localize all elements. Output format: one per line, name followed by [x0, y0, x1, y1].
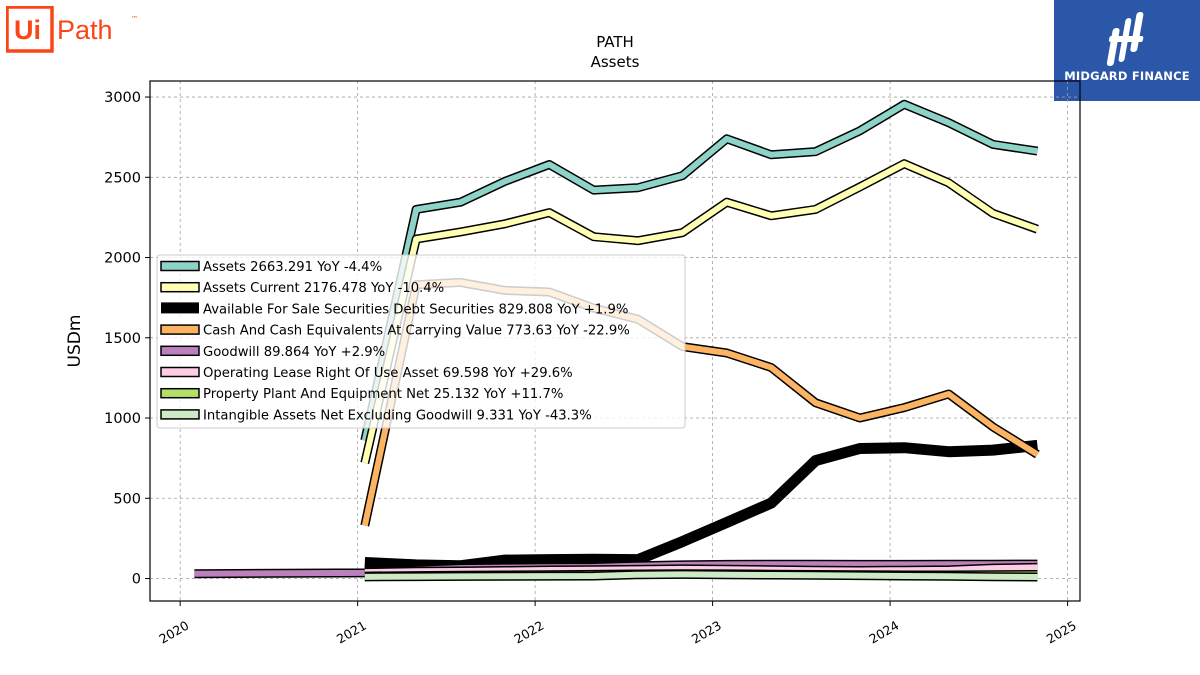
series-line-available-for-sale-securities-debt-securities — [364, 439, 1038, 572]
x-tick-label: 2021 — [334, 618, 369, 647]
legend-label-cash-and-cash-equivalents-at-carrying-value: Cash And Cash Equivalents At Carrying Va… — [203, 324, 630, 339]
legend-label-intangible-assets-net-excluding-goodwill: Intangible Assets Net Excluding Goodwill… — [203, 408, 592, 423]
uipath-logo: Ui Path ™ — [5, 5, 146, 58]
legend-label-available-for-sale-securities-debt-securities: Available For Sale Securities Debt Secur… — [203, 302, 628, 317]
y-tick-label: 0 — [132, 572, 141, 588]
x-tick-label: 2023 — [689, 618, 724, 647]
uipath-trademark: ™ — [131, 15, 138, 23]
series-line-assets-current — [361, 160, 1039, 464]
midgard-finance-logo: MIDGARD FINANCE — [1054, 0, 1200, 101]
uipath-logo-mark: Ui Path ™ — [5, 5, 138, 53]
y-axis-label: USDm — [65, 315, 85, 368]
legend-swatch-cash-and-cash-equivalents-at-carrying-value — [160, 324, 200, 335]
legend-swatch-goodwill — [160, 345, 200, 357]
series-lines — [194, 99, 1040, 582]
y-tick-label: 3000 — [104, 90, 141, 106]
legend-swatch-available-for-sale-securities-debt-securities — [161, 302, 199, 314]
uipath-logo-ui: Ui — [14, 15, 41, 45]
legend-label-property-plant-and-equipment-net: Property Plant And Equipment Net 25.132 … — [203, 387, 563, 402]
y-tick-label: 2000 — [104, 251, 141, 267]
y-tick-label: 1000 — [104, 411, 141, 427]
series-line-assets — [361, 101, 1038, 442]
series-line-intangible-assets-net-excluding-goodwill — [364, 571, 1038, 580]
legend-label-goodwill: Goodwill 89.864 YoY +2.9% — [203, 345, 385, 360]
legend-swatch-assets — [160, 260, 200, 272]
legend-label-operating-lease-right-of-use-asset: Operating Lease Right Of Use Asset 69.59… — [203, 366, 573, 381]
uipath-logo-path: Path — [57, 15, 113, 45]
x-tick-label: 2024 — [866, 618, 901, 647]
chart-title: PATH — [596, 33, 634, 51]
plot-frame — [149, 80, 1081, 602]
y-tick-label: 1500 — [104, 331, 141, 347]
legend-swatch-assets-current — [160, 281, 200, 293]
legend-swatch-intangible-assets-net-excluding-goodwill — [160, 409, 200, 420]
legend-swatch-operating-lease-right-of-use-asset — [160, 366, 200, 378]
midgard-finance-name: MIDGARD FINANCE — [1064, 69, 1190, 83]
y-tick-label: 2500 — [104, 170, 141, 186]
x-tick-label: 2020 — [156, 618, 191, 647]
legend: Assets 2663.291 YoY -4.4% Assets Current … — [156, 254, 686, 429]
legend-label-assets-current: Assets Current 2176.478 YoY -10.4% — [203, 281, 444, 296]
y-tick-label: 500 — [113, 491, 141, 507]
x-tick-label: 2022 — [511, 618, 546, 647]
legend-label-assets: Assets 2663.291 YoY -4.4% — [203, 260, 382, 275]
midgard-emblem-icon — [1106, 12, 1144, 66]
legend-box — [156, 254, 686, 429]
x-tick-label: 2025 — [1044, 618, 1079, 647]
chart-subtitle: Assets — [591, 53, 640, 71]
legend-swatch-property-plant-and-equipment-net — [160, 387, 200, 399]
